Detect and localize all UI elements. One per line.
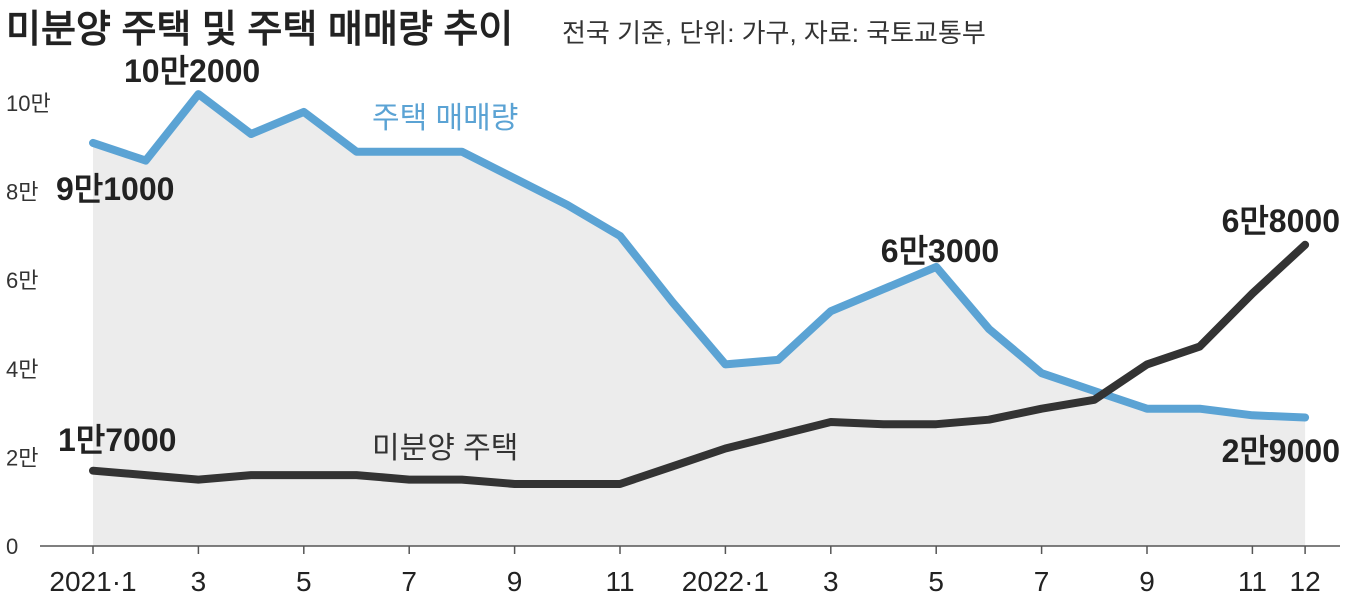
series-line-unsold-housing bbox=[89, 240, 1310, 488]
series-label-unsold-housing: 미분양 주택 bbox=[372, 432, 518, 465]
x-tick-label: 7 bbox=[1034, 566, 1050, 596]
data-label: 9만1000 bbox=[56, 171, 174, 207]
x-tick-label: 2022·1 bbox=[682, 566, 769, 596]
plot-area: 0 2만 4만 6만 8만 10만 2021·1 3 5 7 9 11 2022·1 3 5 7 9 11 12 주택… bbox=[6, 53, 1340, 596]
y-tick-label: 10만 bbox=[6, 91, 51, 116]
data-label: 1만7000 bbox=[58, 422, 176, 458]
data-label: 6만8000 bbox=[1222, 203, 1340, 239]
x-tick-label: 5 bbox=[928, 566, 944, 596]
y-tick-label: 8만 bbox=[6, 180, 38, 205]
data-label: 10만2000 bbox=[124, 53, 260, 89]
x-tick-label: 11 bbox=[1238, 566, 1267, 596]
data-label: 2만9000 bbox=[1222, 433, 1340, 469]
x-tick-label: 7 bbox=[401, 566, 417, 596]
area-fill bbox=[93, 94, 1306, 546]
x-tick-label: 3 bbox=[191, 566, 207, 596]
x-tick-label: 11 bbox=[605, 566, 634, 596]
x-tick-label: 9 bbox=[507, 566, 523, 596]
series-label-housing-sales: 주택 매매량 bbox=[372, 102, 518, 135]
y-tick-label: 4만 bbox=[6, 357, 38, 382]
x-tick-label: 9 bbox=[1139, 566, 1155, 596]
y-tick-label: 2만 bbox=[6, 445, 38, 470]
x-tick-label: 12 bbox=[1290, 566, 1321, 596]
chart-title: 미분양 주택 및 주택 매매량 추이 bbox=[6, 9, 513, 51]
x-tick-label: 2021·1 bbox=[49, 566, 136, 596]
y-tick-label: 6만 bbox=[6, 268, 38, 293]
y-tick-label: 0 bbox=[6, 534, 18, 559]
x-tick-label: 5 bbox=[296, 566, 312, 596]
chart-subtitle: 전국 기준, 단위: 가구, 자료: 국토교통부 bbox=[562, 18, 986, 48]
x-tick-label: 3 bbox=[823, 566, 839, 596]
data-label: 6만3000 bbox=[881, 233, 999, 269]
